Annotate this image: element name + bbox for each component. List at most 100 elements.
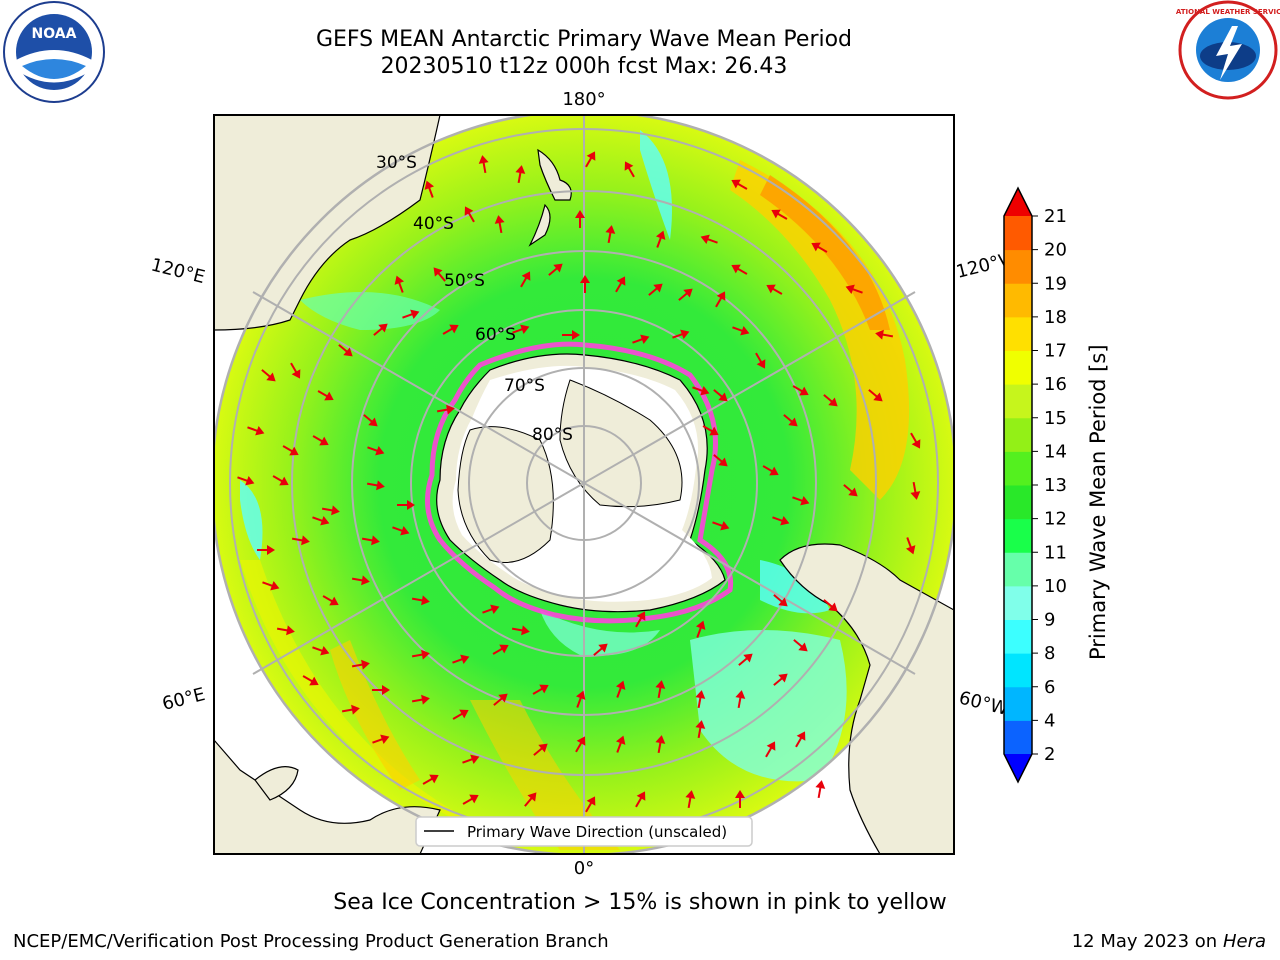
- wave-arrow-head: [640, 334, 650, 345]
- wave-arrow: [738, 653, 753, 666]
- wave-arrow-head: [289, 446, 299, 456]
- wave-arrow-head: [538, 743, 548, 753]
- wave-arrow-head: [700, 385, 710, 396]
- wave-arrow-head: [266, 372, 276, 382]
- wave-arrow: [261, 369, 276, 382]
- colorbar-tick-label: 8: [1044, 643, 1055, 664]
- wave-arrow: [773, 673, 788, 686]
- lon-label-0: 0°: [574, 858, 594, 879]
- wave-arrow: [793, 639, 808, 652]
- wave-arrow: [452, 654, 470, 665]
- wave-arrow: [524, 792, 537, 807]
- wave-arrow-head: [788, 417, 798, 427]
- colorbar-band: [1004, 216, 1032, 251]
- wave-arrow: [562, 330, 580, 340]
- wave-arrow: [678, 288, 693, 301]
- sea-ice-note: Sea Ice Concentration > 15% is shown in …: [333, 890, 947, 915]
- credit-text: NCEP/EMC/Verification Post Processing Pr…: [13, 931, 609, 952]
- wave-arrow: [605, 225, 616, 244]
- wave-arrow-head: [446, 404, 455, 415]
- nws-logo-text: NATIONAL WEATHER SERVICE: [1176, 8, 1280, 16]
- wave-arrow-head: [811, 242, 821, 252]
- wave-arrow-head: [720, 520, 730, 531]
- colorbar-tick-label: 9: [1044, 610, 1055, 631]
- wave-arrow: [815, 780, 826, 799]
- wave-arrow: [367, 445, 385, 456]
- wave-arrow: [372, 734, 390, 745]
- wave-arrow: [575, 210, 585, 228]
- wave-arrow-head: [740, 325, 750, 336]
- lat-label-60s: 60°S: [475, 325, 516, 345]
- colorbar-band: [1004, 619, 1032, 654]
- host-name: Hera: [1222, 931, 1266, 952]
- wave-arrow-head: [731, 264, 741, 274]
- graticule: [214, 115, 954, 854]
- wave-arrow-head: [598, 643, 608, 653]
- wave-arrow-head: [636, 611, 646, 621]
- wave-arrow: [624, 161, 635, 178]
- wave-arrow-head: [553, 263, 563, 273]
- wave-direction-arrows: [237, 151, 921, 813]
- wave-arrow-head: [828, 397, 838, 407]
- wave-arrow: [322, 595, 339, 606]
- wave-arrow: [341, 704, 360, 715]
- wave-arrow-head: [731, 179, 741, 189]
- wave-arrow-head: [615, 735, 626, 745]
- wave-arrow-head: [460, 654, 470, 665]
- wave-arrow-head: [636, 791, 646, 801]
- wave-arrow-head: [685, 790, 696, 799]
- wave-arrow: [257, 545, 275, 555]
- wave-arrow: [755, 352, 766, 369]
- sea-ice-edge: [425, 341, 734, 624]
- wave-arrow-head: [291, 369, 301, 379]
- wave-arrow-head: [320, 515, 330, 526]
- wave-arrow: [702, 425, 719, 436]
- wave-arrow: [272, 475, 289, 486]
- wave-arrow-head: [429, 774, 439, 784]
- colorbar-band: [1004, 283, 1032, 318]
- wave-arrow: [338, 344, 353, 357]
- wave-arrow: [910, 432, 921, 449]
- colorbar-band: [1004, 552, 1032, 587]
- wave-arrow: [494, 215, 505, 234]
- wave-arrow: [845, 284, 863, 295]
- wave-arrow-head: [653, 283, 663, 293]
- wave-arrow-head: [735, 690, 746, 699]
- wave-arrow-head: [796, 731, 806, 741]
- wave-arrow: [732, 325, 750, 336]
- wave-arrow: [373, 323, 388, 336]
- wave-arrow-head: [848, 487, 858, 497]
- lat-label-50s: 50°S: [444, 271, 485, 291]
- wave-arrow-head: [407, 500, 415, 510]
- colorbar-band: [1004, 518, 1032, 553]
- wave-arrow-head: [279, 476, 289, 486]
- wave-arrow-head: [421, 595, 430, 606]
- wave-arrow: [692, 385, 710, 396]
- wave-arrow: [515, 165, 526, 184]
- wave-arrow: [695, 620, 706, 638]
- colorbar-ticks: 2 4 6 8 9 10 11 12 13 14 15 16 17 18 19 20 21: [1032, 206, 1067, 765]
- wave-arrow: [715, 291, 726, 308]
- wave-arrow: [685, 790, 696, 809]
- colorbar-band: [1004, 350, 1032, 385]
- latitude-labels: 30°S 40°S 50°S 60°S 70°S 80°S: [376, 153, 573, 445]
- wave-arrow: [772, 515, 790, 526]
- wave-arrow: [843, 484, 858, 497]
- wave-arrow: [394, 275, 405, 293]
- colorbar-label: Primary Wave Mean Period [s]: [1086, 344, 1110, 660]
- wave-arrow-head: [521, 271, 531, 281]
- colorbar-band: [1004, 384, 1032, 419]
- wave-arrow-head: [845, 284, 855, 295]
- wave-arrow: [823, 599, 838, 612]
- wave-arrow-head: [655, 680, 666, 689]
- wave-arrow-head: [778, 597, 788, 607]
- wave-arrow: [392, 525, 410, 536]
- wave-arrow: [237, 475, 255, 486]
- colorbar-band: [1004, 686, 1032, 721]
- wave-arrow: [452, 709, 469, 720]
- wave-arrow: [635, 791, 646, 808]
- wave-arrow: [462, 754, 480, 765]
- wave-arrow-head: [343, 347, 353, 357]
- wave-arrow-head: [580, 275, 590, 283]
- wave-arrow-head: [615, 680, 626, 690]
